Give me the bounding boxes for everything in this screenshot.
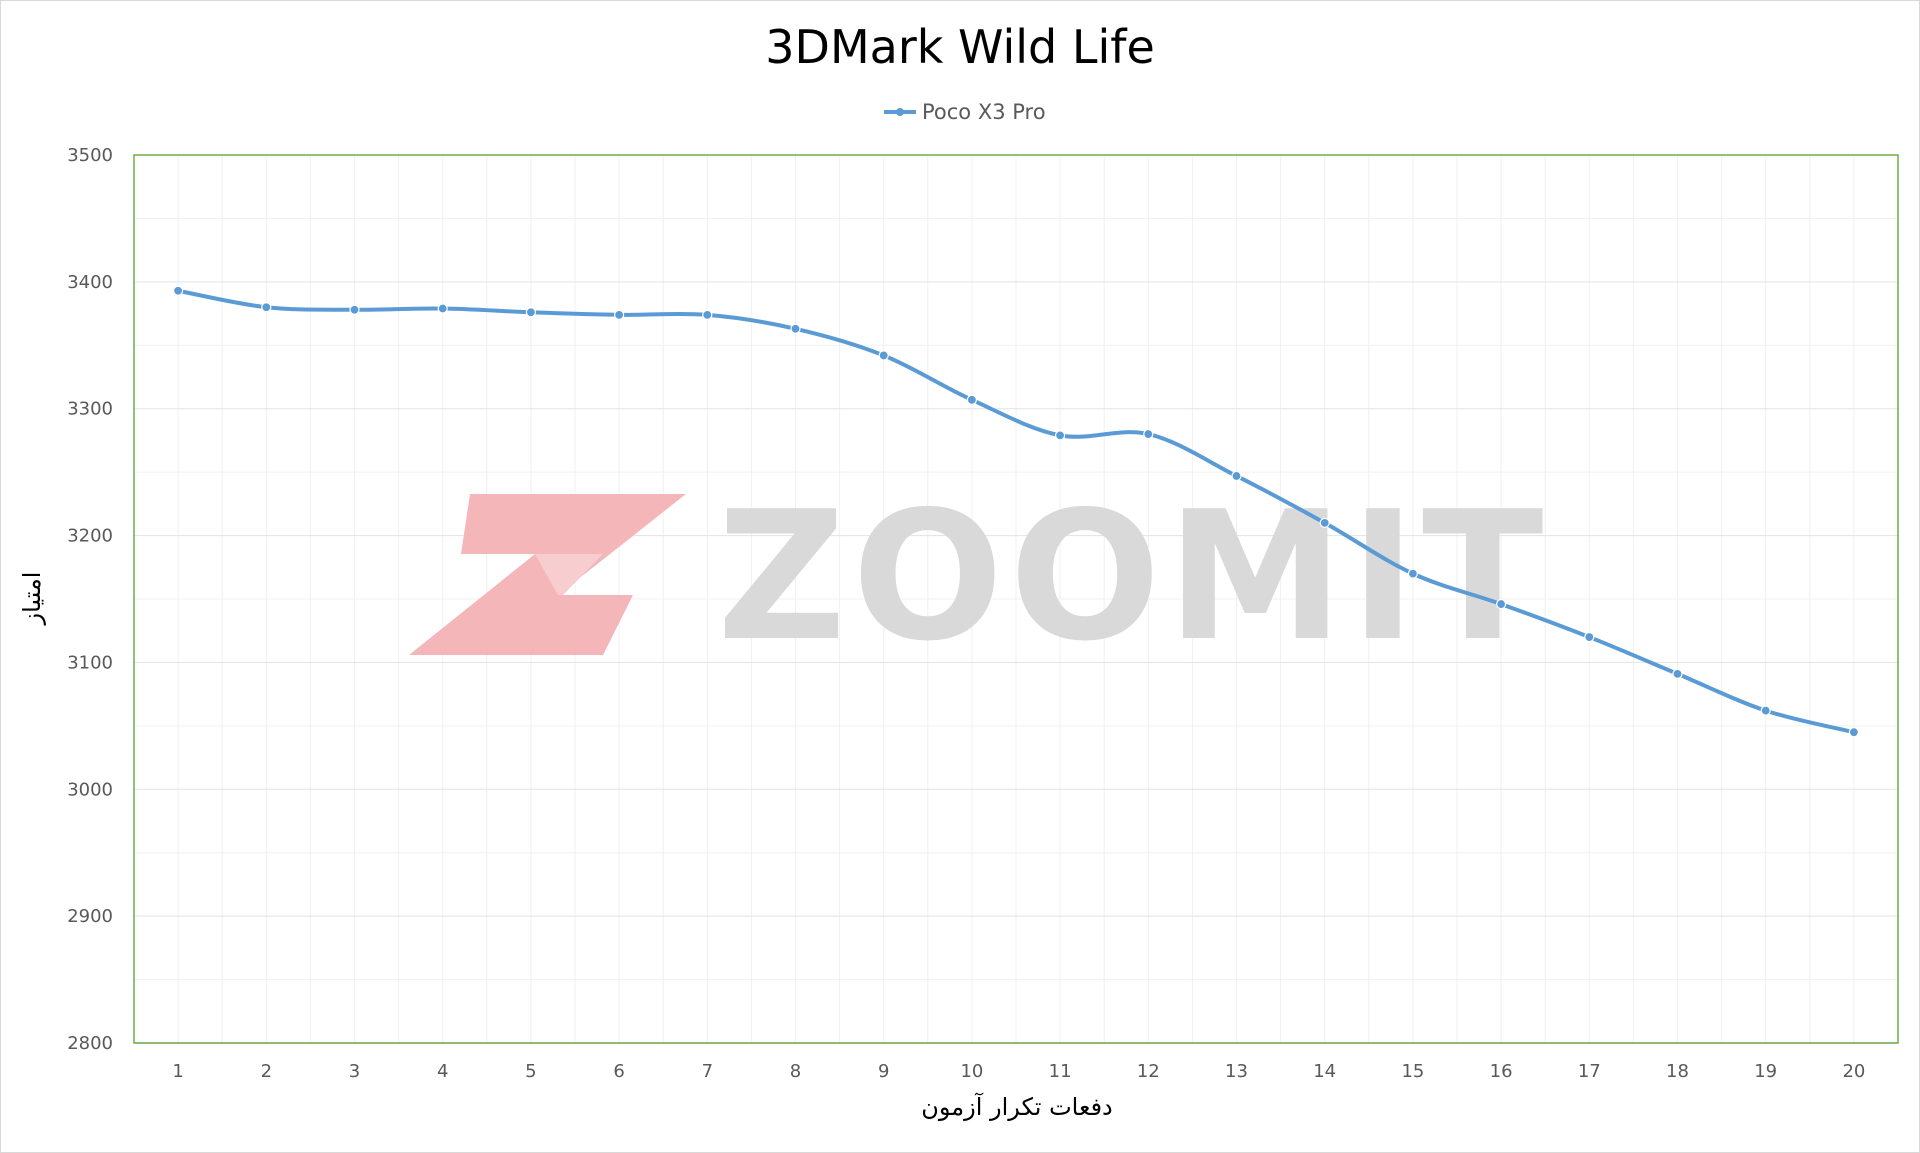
x-axis-title: دفعات تکرار آزمون <box>921 1092 1112 1121</box>
x-tick-label: 16 <box>1490 1061 1513 1082</box>
x-tick-label: 2 <box>261 1061 272 1082</box>
data-point <box>1760 705 1771 716</box>
data-point <box>702 309 713 320</box>
x-tick-label: 6 <box>613 1061 624 1082</box>
data-point <box>1143 428 1154 440</box>
data-point <box>1672 668 1683 679</box>
x-tick-label: 20 <box>1842 1061 1865 1082</box>
x-tick-label: 10 <box>960 1061 983 1082</box>
data-point <box>1054 430 1066 441</box>
y-tick-label: 3000 <box>67 779 113 800</box>
y-tick-label: 3100 <box>67 652 113 673</box>
x-tick-label: 8 <box>790 1061 801 1082</box>
data-point <box>349 304 360 315</box>
data-point <box>1584 631 1595 643</box>
series-points <box>173 285 1860 738</box>
data-point <box>1495 598 1507 610</box>
chart-title: 3DMark Wild Life <box>765 20 1155 74</box>
plot-area-border <box>133 154 1899 1044</box>
x-tick-label: 17 <box>1578 1061 1601 1082</box>
y-axis-ticks: 2800 2900 3000 3100 3200 3300 3400 3500 <box>67 145 113 1054</box>
x-tick-label: 3 <box>349 1061 360 1082</box>
y-tick-label: 2900 <box>67 906 113 927</box>
x-tick-label: 19 <box>1754 1061 1777 1082</box>
x-tick-label: 18 <box>1666 1061 1689 1082</box>
x-tick-label: 11 <box>1049 1061 1072 1082</box>
y-axis-title: امتیاز <box>18 572 46 626</box>
data-point <box>261 302 272 313</box>
legend-series-label: Poco X3 Pro <box>922 100 1046 124</box>
data-point <box>790 323 801 334</box>
data-point <box>966 394 978 405</box>
data-point <box>1231 470 1242 482</box>
y-tick-label: 3200 <box>67 526 113 547</box>
data-point <box>437 303 448 314</box>
data-point <box>525 307 537 318</box>
data-point <box>173 285 184 296</box>
series-line-poco-x3-pro <box>176 288 1856 735</box>
legend-point-marker <box>896 108 904 116</box>
watermark-text: ZOOMIT <box>717 473 1549 680</box>
x-axis-ticks: 1 2 3 4 5 6 7 8 9 10 11 12 13 14 15 16 17 18 19 20 <box>172 1061 1865 1082</box>
x-tick-label: 1 <box>172 1061 183 1082</box>
x-tick-label: 7 <box>702 1061 713 1082</box>
x-tick-label: 15 <box>1401 1061 1424 1082</box>
data-point <box>1407 568 1419 579</box>
x-tick-label: 9 <box>878 1061 889 1082</box>
data-point <box>1848 727 1860 738</box>
y-tick-label: 3300 <box>67 399 113 420</box>
watermark-logo-shade <box>535 554 603 595</box>
y-tick-label: 3500 <box>67 145 113 166</box>
x-tick-label: 12 <box>1137 1061 1160 1082</box>
x-tick-label: 13 <box>1225 1061 1248 1082</box>
data-point <box>1319 517 1330 528</box>
x-tick-label: 14 <box>1313 1061 1336 1082</box>
y-tick-label: 2800 <box>67 1033 113 1054</box>
x-tick-label: 5 <box>525 1061 536 1082</box>
y-tick-label: 3400 <box>67 272 113 293</box>
x-tick-label: 4 <box>437 1061 448 1082</box>
legend: Poco X3 Pro <box>884 100 1046 124</box>
watermark: ZOOMIT <box>409 473 1549 680</box>
data-point <box>878 350 889 361</box>
data-point <box>613 309 625 320</box>
